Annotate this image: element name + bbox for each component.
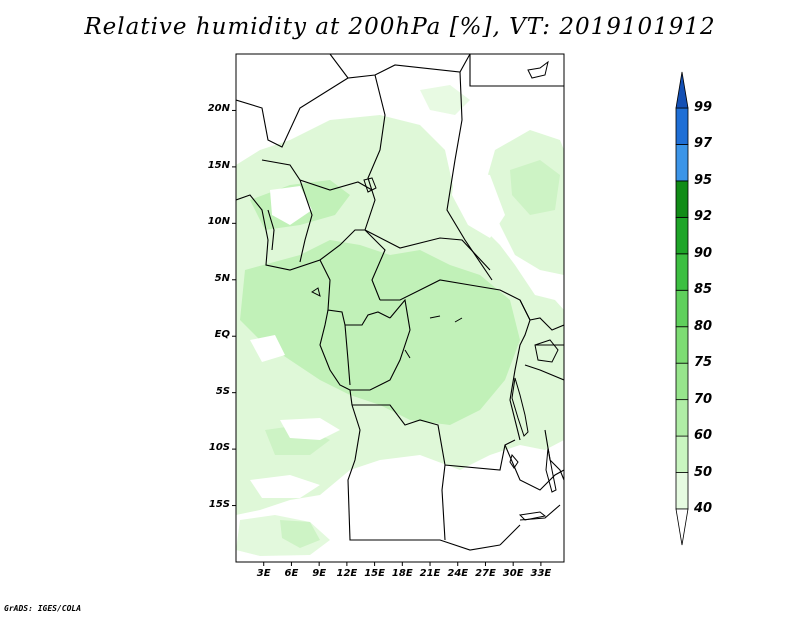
border-line (364, 74, 386, 231)
border-line (509, 299, 531, 441)
border-line (344, 324, 351, 386)
border-line (380, 279, 531, 321)
border-line (446, 71, 493, 281)
colorbar-segment (675, 362, 689, 401)
colorbar-level-label: 40 (694, 501, 713, 516)
lake-kariba (518, 511, 547, 521)
lat-tick-label: 15N (207, 159, 230, 171)
axis-tick-marks (232, 109, 542, 566)
colorbar-segment (675, 253, 689, 291)
lon-tick-label: 9E (312, 568, 327, 579)
border-line (469, 54, 564, 87)
colorbar-level-label: 95 (694, 172, 713, 188)
border-line (364, 229, 491, 271)
chart-title: Relative humidity at 200hPa [%], VT: 201… (84, 14, 716, 40)
lat-tick-label: EQ (214, 329, 230, 341)
lat-tick-label: 20N (207, 103, 230, 115)
dry-patch-1 (452, 170, 505, 238)
lon-tick-label: 30E (502, 568, 524, 579)
dry-patch-3 (280, 418, 340, 440)
border-line (529, 317, 564, 331)
lon-tick-label: 6E (284, 568, 299, 579)
lat-tick-label: 5N (214, 272, 230, 284)
credit-text: GrADS: IGES/COLA (4, 604, 82, 613)
dry-patch-4 (250, 475, 320, 498)
lake-tanganyika (511, 377, 529, 437)
lon-tick-label: 18E (391, 568, 413, 579)
border-line (441, 464, 446, 541)
border-line (261, 159, 373, 191)
lon-tick-label: 24E (447, 568, 469, 579)
humidity-core-1 (240, 240, 520, 425)
colorbar-level-label: 60 (694, 428, 713, 444)
colorbar-level-label: 80 (694, 318, 713, 334)
colorbar-segment (675, 472, 689, 510)
lon-tick-label: 21E (419, 568, 441, 579)
colorbar-segment (675, 180, 689, 218)
lat-tick-label: 10S (208, 442, 230, 454)
humidity-core-3 (510, 160, 560, 215)
lon-tick-label: 15E (364, 568, 385, 579)
river-detail (404, 315, 463, 359)
colorbar-level-label: 85 (694, 282, 713, 298)
border-line (499, 524, 521, 546)
lake-mweru (509, 453, 519, 469)
border-line (544, 429, 564, 481)
lake-malawi (545, 447, 557, 493)
border-line (352, 404, 516, 471)
coast-island (311, 287, 321, 297)
colorbar-segment (675, 289, 689, 328)
border-line (267, 209, 275, 251)
colorbar-level-label: 70 (694, 391, 713, 407)
colorbar-segment (675, 216, 689, 255)
colorbar-segment (675, 144, 689, 182)
border-line (319, 309, 351, 391)
lake-victoria (534, 339, 559, 363)
lon-tick-label: 3E (256, 568, 271, 579)
border-line (504, 444, 564, 491)
colorbar-level-label: 92 (694, 209, 713, 225)
dry-patch-2 (270, 186, 312, 225)
colorbar-segment (675, 326, 689, 364)
lon-tick-label: 27E (475, 568, 496, 579)
border-line (236, 77, 349, 148)
lat-tick-label: 5S (215, 385, 230, 397)
coast-island (527, 60, 549, 79)
colorbar-level-label: 90 (694, 245, 713, 261)
colorbar-segment (675, 399, 689, 437)
border-line (299, 179, 313, 263)
country-borders (236, 54, 564, 551)
lat-tick-label: 15S (208, 498, 230, 510)
colorbar (675, 71, 689, 546)
colorbar-level-label: 75 (694, 355, 713, 371)
lake-outlines (311, 60, 559, 521)
lon-tick-label: 12E (336, 568, 358, 579)
dry-patch-5 (250, 335, 285, 362)
border-line (347, 404, 501, 551)
humidity-field (236, 85, 564, 556)
map-frame (235, 53, 565, 563)
border-line (329, 54, 471, 79)
colorbar-segment (675, 107, 689, 145)
border-line (524, 364, 564, 381)
colorbar-min-arrow (675, 508, 689, 546)
humidity-core-5 (280, 520, 320, 548)
colorbar-level-label: 50 (694, 464, 713, 480)
humidity-area-north (420, 85, 470, 115)
colorbar-max-arrow (675, 71, 689, 109)
border-line (349, 298, 411, 406)
lat-tick-label: 10N (207, 216, 230, 228)
lon-tick-label: 33E (530, 568, 552, 579)
lake-chad (363, 177, 377, 193)
colorbar-level-label: 99 (694, 100, 713, 115)
colorbar-level-label: 97 (694, 136, 713, 152)
colorbar-segment (675, 435, 689, 473)
